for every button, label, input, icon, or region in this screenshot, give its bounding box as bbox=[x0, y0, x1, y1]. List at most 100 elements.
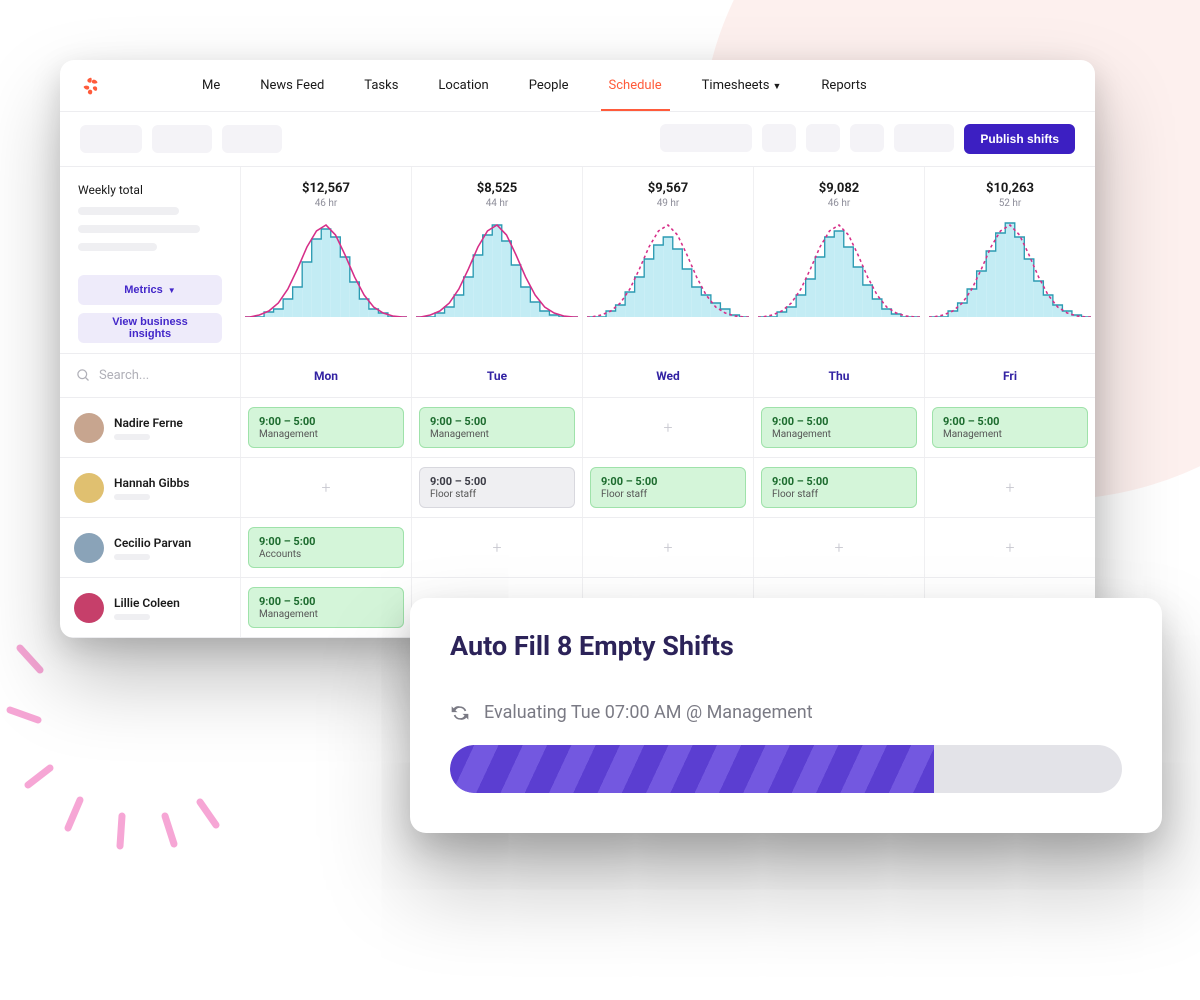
shift-cell[interactable]: + bbox=[240, 458, 411, 517]
shift-cell[interactable]: + bbox=[411, 518, 582, 577]
shift-role: Accounts bbox=[259, 549, 393, 560]
search-icon bbox=[76, 368, 91, 383]
shift-time: 9:00 – 5:00 bbox=[430, 415, 564, 428]
add-shift-icon[interactable]: + bbox=[1005, 478, 1014, 497]
person-cell[interactable]: Cecilio Parvan bbox=[60, 518, 240, 577]
add-shift-icon[interactable]: + bbox=[492, 538, 501, 557]
search-cell[interactable]: Search... bbox=[60, 354, 240, 397]
shift-role: Management bbox=[772, 429, 906, 440]
day-metrics-fri: $10,263 52 hr bbox=[924, 167, 1095, 353]
schedule-row: Nadire Ferne 9:00 – 5:00 Management 9:00… bbox=[60, 398, 1095, 458]
person-name: Lillie Coleen bbox=[114, 596, 180, 610]
shift-cell[interactable]: + bbox=[582, 518, 753, 577]
auto-fill-modal: Auto Fill 8 Empty Shifts Evaluating Tue … bbox=[410, 598, 1162, 833]
shift-cell[interactable]: 9:00 – 5:00 Floor staff bbox=[411, 458, 582, 517]
shift-cell[interactable]: 9:00 – 5:00 Management bbox=[924, 398, 1095, 457]
toolbar-placeholder bbox=[806, 124, 840, 152]
shift-cell[interactable]: + bbox=[753, 518, 924, 577]
shift-card[interactable]: 9:00 – 5:00 Floor staff bbox=[761, 467, 917, 508]
shift-time: 9:00 – 5:00 bbox=[430, 475, 564, 488]
metrics-strip: Weekly total Metrics▼ View business insi… bbox=[60, 167, 1095, 354]
day-dollar: $12,567 bbox=[302, 181, 350, 196]
shift-role: Floor staff bbox=[772, 489, 906, 500]
shift-card[interactable]: 9:00 – 5:00 Management bbox=[248, 587, 404, 628]
nav-item-reports[interactable]: Reports bbox=[821, 60, 866, 111]
shift-cell[interactable]: 9:00 – 5:00 Floor staff bbox=[582, 458, 753, 517]
shift-cell[interactable]: 9:00 – 5:00 Accounts bbox=[240, 518, 411, 577]
shift-card[interactable]: 9:00 – 5:00 Floor staff bbox=[590, 467, 746, 508]
shift-role: Floor staff bbox=[430, 489, 564, 500]
shift-time: 9:00 – 5:00 bbox=[259, 595, 393, 608]
shift-role: Management bbox=[259, 609, 393, 620]
brand-logo[interactable] bbox=[80, 75, 102, 97]
shift-card[interactable]: 9:00 – 5:00 Accounts bbox=[248, 527, 404, 568]
shift-card[interactable]: 9:00 – 5:00 Management bbox=[932, 407, 1088, 448]
nav-item-news-feed[interactable]: News Feed bbox=[260, 60, 324, 111]
add-shift-icon[interactable]: + bbox=[321, 478, 330, 497]
shift-role: Management bbox=[259, 429, 393, 440]
nav-item-me[interactable]: Me bbox=[202, 60, 220, 111]
day-header-wed[interactable]: Wed bbox=[582, 354, 753, 397]
avatar bbox=[74, 593, 104, 623]
add-shift-icon[interactable]: + bbox=[1005, 538, 1014, 557]
day-header-tue[interactable]: Tue bbox=[411, 354, 582, 397]
shift-time: 9:00 – 5:00 bbox=[259, 415, 393, 428]
nav-item-schedule[interactable]: Schedule bbox=[609, 60, 662, 111]
add-shift-icon[interactable]: + bbox=[663, 418, 672, 437]
shift-cell[interactable]: + bbox=[924, 518, 1095, 577]
nav-item-location[interactable]: Location bbox=[438, 60, 488, 111]
shift-cell[interactable]: + bbox=[582, 398, 753, 457]
shift-cell[interactable]: 9:00 – 5:00 Management bbox=[411, 398, 582, 457]
day-metrics-tue: $8,525 44 hr bbox=[411, 167, 582, 353]
shift-card[interactable]: 9:00 – 5:00 Floor staff bbox=[419, 467, 575, 508]
day-header-thu[interactable]: Thu bbox=[753, 354, 924, 397]
toolbar: Publish shifts bbox=[60, 112, 1095, 167]
weekly-total-cell: Weekly total Metrics▼ View business insi… bbox=[60, 167, 240, 353]
person-cell[interactable]: Lillie Coleen bbox=[60, 578, 240, 637]
metrics-dropdown-button[interactable]: Metrics▼ bbox=[78, 275, 222, 305]
schedule-row: Hannah Gibbs + 9:00 – 5:00 Floor staff 9… bbox=[60, 458, 1095, 518]
view-insights-button[interactable]: View business insights bbox=[78, 313, 222, 343]
toolbar-placeholder bbox=[152, 125, 212, 153]
schedule-row: Cecilio Parvan 9:00 – 5:00 Accounts + + + + bbox=[60, 518, 1095, 578]
toolbar-placeholder bbox=[894, 124, 954, 152]
day-hours: 52 hr bbox=[999, 198, 1022, 209]
schedule-app-window: Me News Feed Tasks Location People Schedule Ti… bbox=[60, 60, 1095, 638]
avatar bbox=[74, 413, 104, 443]
nav-item-tasks[interactable]: Tasks bbox=[364, 60, 398, 111]
day-header-mon[interactable]: Mon bbox=[240, 354, 411, 397]
shift-role: Management bbox=[430, 429, 564, 440]
shift-time: 9:00 – 5:00 bbox=[259, 535, 393, 548]
modal-status-text: Evaluating Tue 07:00 AM @ Management bbox=[484, 702, 813, 723]
day-metrics-thu: $9,082 46 hr bbox=[753, 167, 924, 353]
shift-cell[interactable]: + bbox=[924, 458, 1095, 517]
day-dollar: $10,263 bbox=[986, 181, 1034, 196]
add-shift-icon[interactable]: + bbox=[663, 538, 672, 557]
shift-cell[interactable]: 9:00 – 5:00 Management bbox=[753, 398, 924, 457]
person-cell[interactable]: Hannah Gibbs bbox=[60, 458, 240, 517]
day-metrics-mon: $12,567 46 hr bbox=[240, 167, 411, 353]
person-name: Cecilio Parvan bbox=[114, 536, 191, 550]
shift-card[interactable]: 9:00 – 5:00 Management bbox=[761, 407, 917, 448]
add-shift-icon[interactable]: + bbox=[834, 538, 843, 557]
nav-item-timesheets[interactable]: Timesheets▼ bbox=[702, 60, 782, 111]
publish-shifts-button[interactable]: Publish shifts bbox=[964, 124, 1075, 154]
shift-cell[interactable]: 9:00 – 5:00 Management bbox=[240, 398, 411, 457]
shift-cell[interactable]: 9:00 – 5:00 Floor staff bbox=[753, 458, 924, 517]
avatar bbox=[74, 533, 104, 563]
shift-card[interactable]: 9:00 – 5:00 Management bbox=[419, 407, 575, 448]
shift-role: Floor staff bbox=[601, 489, 735, 500]
progress-bar bbox=[450, 745, 1122, 793]
nav-item-people[interactable]: People bbox=[529, 60, 569, 111]
shift-cell[interactable]: 9:00 – 5:00 Management bbox=[240, 578, 411, 637]
day-header-fri[interactable]: Fri bbox=[924, 354, 1095, 397]
modal-title: Auto Fill 8 Empty Shifts bbox=[450, 630, 1122, 662]
refresh-icon bbox=[450, 703, 470, 723]
shift-time: 9:00 – 5:00 bbox=[601, 475, 735, 488]
day-hours: 46 hr bbox=[828, 198, 851, 209]
shift-card[interactable]: 9:00 – 5:00 Management bbox=[248, 407, 404, 448]
day-metrics-wed: $9,567 49 hr bbox=[582, 167, 753, 353]
day-dollar: $9,567 bbox=[648, 181, 689, 196]
day-hours: 44 hr bbox=[486, 198, 509, 209]
person-cell[interactable]: Nadire Ferne bbox=[60, 398, 240, 457]
